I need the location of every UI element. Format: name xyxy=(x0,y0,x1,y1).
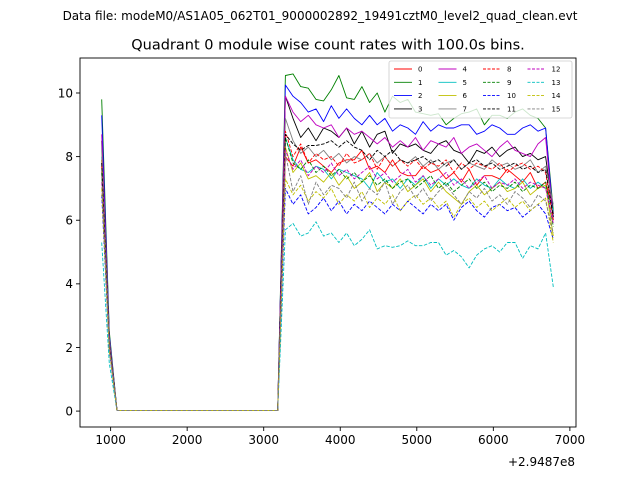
y-tick-label: 0 xyxy=(65,404,73,418)
legend-label-3: 3 xyxy=(418,106,422,114)
axes-spines xyxy=(79,57,577,428)
legend-label-12: 12 xyxy=(552,66,561,74)
x-tick-label: 5000 xyxy=(402,433,433,447)
legend-label-7: 7 xyxy=(463,106,467,114)
series-line-13 xyxy=(101,221,554,411)
legend-label-13: 13 xyxy=(552,79,561,87)
legend-label-0: 0 xyxy=(418,66,422,74)
series-line-8 xyxy=(101,130,554,411)
legend-label-2: 2 xyxy=(418,92,422,100)
axes-frame xyxy=(79,57,577,428)
y-tick-label: 6 xyxy=(65,214,73,228)
legend-label-5: 5 xyxy=(463,79,467,87)
legend-label-10: 10 xyxy=(507,92,516,100)
y-axis: 0 2 4 6 8 10 xyxy=(58,86,80,418)
x-tick-label: 2000 xyxy=(172,433,203,447)
y-tick-label: 8 xyxy=(65,150,73,164)
legend-label-11: 11 xyxy=(507,106,516,114)
x-axis-offset-label: +2.9487e8 xyxy=(508,455,575,469)
y-tick-label: 10 xyxy=(58,86,73,100)
legend-label-1: 1 xyxy=(418,79,422,87)
x-tick-label: 3000 xyxy=(248,433,279,447)
legend-label-15: 15 xyxy=(552,106,561,114)
legend-label-9: 9 xyxy=(507,79,511,87)
legend-label-4: 4 xyxy=(463,66,468,74)
x-tick-label: 6000 xyxy=(478,433,509,447)
series-line-15 xyxy=(101,152,554,411)
y-tick-label: 4 xyxy=(65,277,73,291)
legend-label-14: 14 xyxy=(552,92,561,100)
x-axis: 1000 2000 3000 4000 5000 6000 7000 xyxy=(95,427,585,447)
plot-lines xyxy=(101,73,554,411)
chart-title: Quadrant 0 module wise count rates with … xyxy=(131,38,525,54)
series-line-14 xyxy=(101,178,554,411)
legend-box xyxy=(388,60,573,119)
x-tick-label: 1000 xyxy=(95,433,126,447)
x-tick-label: 4000 xyxy=(325,433,356,447)
y-tick-label: 2 xyxy=(65,341,73,355)
figure-suptitle: Data file: modeM0/AS1A05_062T01_90000028… xyxy=(63,9,578,23)
x-tick-label: 7000 xyxy=(555,433,586,447)
legend-label-6: 6 xyxy=(463,92,468,100)
legend-label-8: 8 xyxy=(507,66,511,74)
